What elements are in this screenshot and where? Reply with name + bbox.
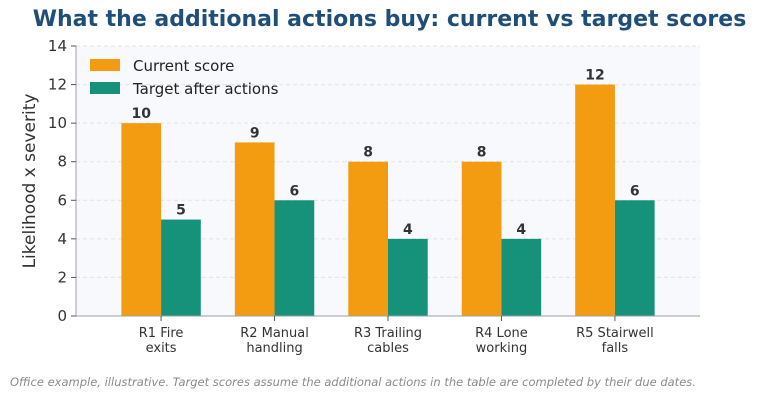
bar-current xyxy=(461,161,502,316)
y-tick-label: 2 xyxy=(57,268,67,286)
bar-target xyxy=(274,200,315,316)
bar-value-label: 4 xyxy=(403,222,413,238)
category-label: R5 Stairwell xyxy=(576,326,654,341)
y-tick-label: 0 xyxy=(57,307,67,325)
bar-target xyxy=(614,200,655,316)
bar-value-label: 8 xyxy=(363,145,373,161)
y-axis-label: Likelihood x severity xyxy=(20,94,40,269)
bar-target xyxy=(388,238,428,316)
category-label: R4 Lone xyxy=(475,326,528,341)
bar-value-label: 6 xyxy=(630,183,640,199)
bar-target xyxy=(501,238,542,316)
y-tick-label: 4 xyxy=(57,230,67,248)
bar-value-label: 8 xyxy=(477,145,487,161)
category-label: falls xyxy=(602,341,629,356)
footnote: Office example, illustrative. Target sco… xyxy=(10,375,696,389)
y-tick-label: 8 xyxy=(57,153,67,171)
value-labels: 10 5 9 6 8 4 8 4 12 6 xyxy=(131,68,639,238)
legend-label: Target after actions xyxy=(132,80,279,98)
bar-current xyxy=(121,123,162,317)
category-label: handling xyxy=(246,341,302,356)
y-tick-label: 6 xyxy=(57,191,67,209)
bars xyxy=(121,84,655,317)
category-label: exits xyxy=(146,341,177,356)
bar-current xyxy=(234,142,275,316)
bar-value-label: 12 xyxy=(585,68,604,84)
bar-value-label: 5 xyxy=(176,203,186,219)
y-tick-label: 10 xyxy=(48,114,67,132)
legend-swatch xyxy=(90,59,120,71)
y-tick-label: 12 xyxy=(48,76,67,94)
category-label: cables xyxy=(367,341,409,356)
legend: Current score Target after actions xyxy=(90,57,279,98)
y-tick-label: 14 xyxy=(48,37,67,55)
legend-swatch xyxy=(90,82,120,94)
category-label: R2 Manual xyxy=(240,326,309,341)
bar-value-label: 4 xyxy=(516,222,526,238)
bar-value-label: 10 xyxy=(131,106,151,122)
bar-value-label: 9 xyxy=(250,125,260,141)
bar-current xyxy=(348,161,388,316)
category-label: R1 Fire xyxy=(139,326,184,341)
bar-value-label: 6 xyxy=(290,183,300,199)
category-label: working xyxy=(476,341,528,356)
y-ticks: 0 2 4 6 8 10 12 14 xyxy=(48,37,76,325)
category-label: R3 Trailing xyxy=(354,326,422,341)
legend-label: Current score xyxy=(133,57,234,75)
bar-current xyxy=(575,84,615,316)
chart-title: What the additional actions buy: current… xyxy=(32,7,747,32)
bar-target xyxy=(161,219,201,316)
